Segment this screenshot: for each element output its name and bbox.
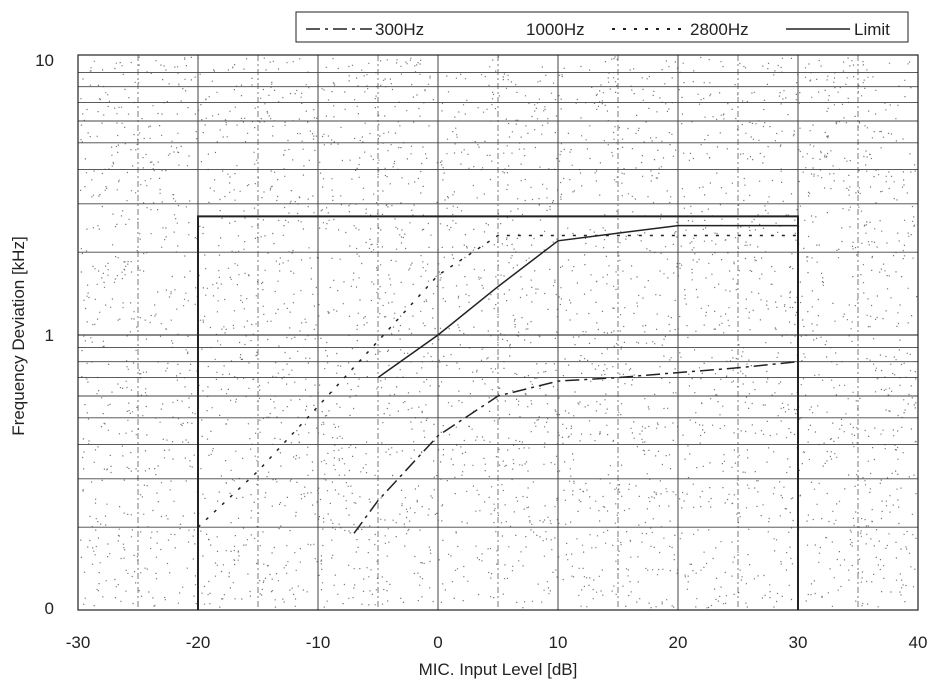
- x-tick-label: 0: [433, 633, 442, 652]
- grid: [78, 55, 918, 610]
- series-line-2800hz: [377, 224, 798, 379]
- legend: 300Hz 1000Hz 2800Hz Limit: [295, 11, 909, 43]
- x-tick-label: 10: [549, 633, 568, 652]
- y-axis-title: Frequency Deviation [kHz]: [9, 236, 28, 435]
- y-tick-label: 0: [45, 599, 54, 618]
- tick-labels: -30 -20 -10 0 10 20 30 40 0 1 10: [35, 51, 927, 652]
- x-tick-label: 40: [909, 633, 928, 652]
- x-tick-label: 30: [789, 633, 808, 652]
- stipple-dots: [80, 56, 918, 609]
- series-group: [197, 215, 799, 610]
- series-line-300hz: [353, 360, 799, 534]
- legend-label-1000hz: 1000Hz: [526, 20, 585, 39]
- y-tick-label: 1: [45, 326, 54, 345]
- x-axis-title: MIC. Input Level [dB]: [419, 660, 578, 679]
- series-line-limit: [197, 215, 799, 610]
- legend-label-limit: Limit: [854, 20, 890, 39]
- x-tick-label: -30: [66, 633, 91, 652]
- legend-label-300hz: 300Hz: [375, 20, 424, 39]
- x-tick-label: 20: [669, 633, 688, 652]
- background-stipple: [80, 56, 918, 609]
- legend-box: [295, 11, 909, 43]
- series-line-1000hz: [197, 234, 798, 528]
- x-tick-label: -20: [186, 633, 211, 652]
- legend-label-2800hz: 2800Hz: [690, 20, 749, 39]
- plot-frame: [77, 54, 919, 611]
- x-tick-label: -10: [306, 633, 331, 652]
- y-tick-label: 10: [35, 51, 54, 70]
